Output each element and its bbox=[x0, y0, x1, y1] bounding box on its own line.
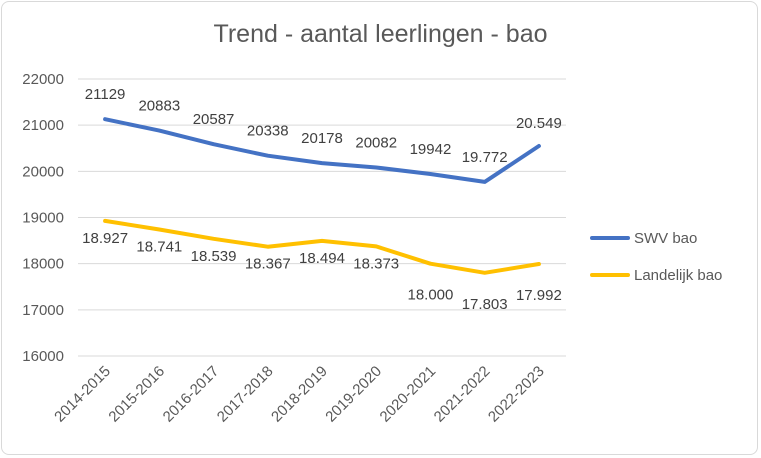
x-tick-label: 2021-2022 bbox=[431, 363, 494, 426]
x-tick-label: 2020-2021 bbox=[377, 363, 440, 426]
data-label: 18.373 bbox=[353, 255, 399, 272]
y-tick-label: 18000 bbox=[22, 256, 64, 273]
x-tick-label: 2022-2023 bbox=[485, 363, 548, 426]
data-label: 18.927 bbox=[82, 230, 128, 247]
x-tick-label: 2018-2019 bbox=[268, 363, 331, 426]
data-label: 18.539 bbox=[191, 248, 237, 265]
chart-title: Trend - aantal leerlingen - bao bbox=[213, 20, 548, 48]
data-label: 17.803 bbox=[462, 296, 508, 313]
data-label: 19942 bbox=[410, 141, 452, 158]
data-label: 18.367 bbox=[245, 256, 291, 273]
data-label: 18.741 bbox=[136, 238, 182, 255]
data-label: 20587 bbox=[193, 111, 235, 128]
x-tick-label: 2016-2017 bbox=[160, 363, 223, 426]
y-tick-label: 17000 bbox=[22, 302, 64, 319]
y-tick-label: 21000 bbox=[22, 117, 64, 134]
x-tick-label: 2014-2015 bbox=[51, 363, 114, 426]
legend-label: Landelijk bao bbox=[634, 267, 722, 284]
data-label: 18.494 bbox=[299, 250, 345, 267]
x-tick-label: 2015-2016 bbox=[105, 363, 168, 426]
data-label: 20883 bbox=[138, 98, 180, 115]
series-line-landelijk-bao bbox=[103, 218, 541, 275]
data-label: 17.992 bbox=[516, 287, 562, 304]
x-tick-label: 2017-2018 bbox=[214, 363, 277, 426]
data-label: 20082 bbox=[355, 135, 397, 152]
data-label: 21129 bbox=[85, 86, 126, 103]
x-tick-label: 2019-2020 bbox=[322, 363, 385, 426]
y-tick-label: 20000 bbox=[22, 163, 64, 180]
data-label: 18.000 bbox=[407, 287, 453, 304]
data-label: 19.772 bbox=[462, 149, 508, 166]
y-tick-label: 16000 bbox=[22, 348, 64, 365]
series-line-swv-bao bbox=[103, 117, 541, 184]
data-label: 20338 bbox=[247, 123, 289, 140]
data-label: 20.549 bbox=[516, 115, 562, 132]
y-tick-label: 19000 bbox=[22, 210, 64, 227]
y-tick-label: 22000 bbox=[22, 71, 64, 88]
legend-label: SWV bao bbox=[634, 230, 697, 247]
data-label: 20178 bbox=[301, 130, 343, 147]
